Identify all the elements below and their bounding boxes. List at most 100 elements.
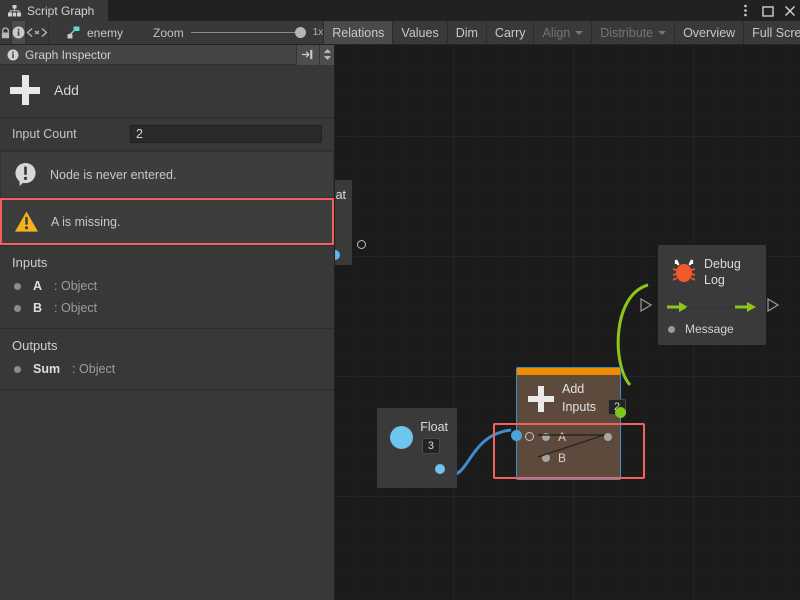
- flow-input-arrow-icon[interactable]: [667, 301, 689, 313]
- inspector-message-info-text: Node is never entered.: [50, 167, 177, 182]
- toolbar-button-relations[interactable]: Relations: [323, 21, 393, 44]
- graph-toolbar: enemy Zoom 1x Relations Values Dim Carry…: [0, 21, 800, 45]
- toolbar-button-align[interactable]: Align: [533, 21, 591, 44]
- dock-right-button[interactable]: [296, 44, 319, 65]
- script-graph-icon: [8, 4, 21, 16]
- info-icon: [12, 26, 25, 39]
- close-icon[interactable]: [783, 4, 796, 17]
- window-controls: [739, 0, 796, 21]
- inspector-input-b-name: B: [33, 301, 43, 315]
- hidden-node-output-port[interactable]: [330, 250, 340, 260]
- angle-brackets-icon: [26, 28, 48, 37]
- plus-icon: [10, 75, 40, 105]
- toolbar-button-relations-label: Relations: [332, 25, 385, 40]
- toolbar-button-overview[interactable]: Overview: [674, 21, 743, 44]
- float-value-icon: [390, 426, 413, 449]
- plus-icon: [528, 386, 554, 412]
- flow-output-connector-icon[interactable]: [767, 298, 779, 312]
- toolbar-button-values[interactable]: Values: [392, 21, 446, 44]
- input-count-field[interactable]: [130, 125, 322, 143]
- add-node-connected-output-sum[interactable]: [615, 407, 626, 418]
- add-node-connected-input-b[interactable]: [511, 430, 522, 441]
- float-node-output-port[interactable]: [435, 464, 445, 474]
- input-count-label: Input Count: [12, 127, 77, 141]
- toolbar-button-carry-label: Carry: [494, 25, 526, 40]
- toolbar-button-distribute[interactable]: Distribute: [591, 21, 674, 44]
- zoom-slider-knob[interactable]: [294, 27, 306, 38]
- inspector-message-warning-text: A is missing.: [51, 214, 121, 229]
- debug-node-flow-line: [686, 306, 740, 309]
- inspector-output-sum-name: Sum: [33, 362, 61, 376]
- dock-right-icon: [302, 49, 313, 60]
- chevron-down-icon: [658, 30, 667, 35]
- toolbar-button-full-screen-label: Full Screen: [752, 25, 800, 40]
- toolbar-button-full-screen[interactable]: Full Screen: [743, 21, 800, 44]
- warning-triangle-icon: [15, 211, 38, 232]
- graph-node-icon: [67, 26, 80, 39]
- graph-inspector-header: Graph Inspector: [0, 44, 334, 65]
- inspector-outputs-section: Outputs Sum : Object: [0, 329, 334, 390]
- info-icon: [7, 49, 19, 60]
- inspector-input-count-section: Input Count: [0, 118, 334, 151]
- bug-icon: [672, 259, 696, 282]
- debug-node-flow-row: [658, 299, 766, 317]
- debug-node-title-line1: Debug: [704, 257, 741, 271]
- debug-node-title-line2: Log: [704, 273, 725, 287]
- debug-node-message-label: Message: [685, 322, 734, 336]
- port-dot-icon: [14, 282, 21, 290]
- zoom-label: Zoom: [153, 25, 184, 40]
- zoom-value: 1x: [312, 27, 324, 38]
- code-view-button[interactable]: [26, 21, 49, 44]
- hidden-node-title: at: [335, 188, 346, 202]
- inspector-output-port-sum: Sum : Object: [0, 359, 334, 381]
- inspector-output-sum-type: : Object: [72, 362, 116, 376]
- tab-script-graph[interactable]: Script Graph: [0, 0, 109, 21]
- port-dot-icon: [14, 365, 21, 373]
- maximize-icon[interactable]: [761, 4, 774, 17]
- outputs-section-title: Outputs: [12, 338, 58, 353]
- inspector-messages-section: Node is never entered. A is missing.: [0, 151, 334, 246]
- lock-icon: [1, 26, 10, 38]
- inspector-message-info: Node is never entered.: [0, 151, 334, 198]
- inspector-input-a-type: : Object: [54, 279, 98, 293]
- add-node-header-bar: [517, 368, 620, 375]
- inspector-input-port-b: B : Object: [0, 298, 334, 320]
- toolbar-button-carry[interactable]: Carry: [485, 21, 534, 44]
- lock-toggle-button[interactable]: [0, 21, 12, 44]
- orphan-control-port[interactable]: [357, 240, 366, 249]
- info-bubble-icon: [15, 162, 36, 187]
- graph-node-debug-log[interactable]: Debug Log Message: [658, 245, 766, 345]
- flow-input-connector-icon[interactable]: [640, 298, 652, 312]
- graph-inspector-panel: Graph Inspector: [0, 44, 335, 600]
- inspector-input-a-name: A: [33, 279, 43, 293]
- window-titlebar: Script Graph: [0, 0, 800, 21]
- add-node-control-input-port[interactable]: [525, 432, 534, 441]
- toolbar-button-distribute-label: Distribute: [600, 25, 654, 40]
- add-node-inputs-label: Inputs: [562, 400, 597, 414]
- toolbar-button-overview-label: Overview: [683, 25, 736, 40]
- input-count-row: Input Count: [0, 118, 334, 150]
- toolbar-button-dim-label: Dim: [455, 25, 478, 40]
- graph-inspector-toggle-button[interactable]: [12, 21, 26, 44]
- port-dot-icon: [14, 304, 21, 312]
- inspector-node-title: Add: [54, 82, 79, 98]
- inspector-input-b-type: : Object: [54, 301, 98, 315]
- add-node-output-port-sum[interactable]: [604, 432, 612, 441]
- graph-inspector-title: Graph Inspector: [25, 47, 112, 62]
- up-down-stepper-button[interactable]: [319, 44, 334, 65]
- zoom-slider-track: [190, 32, 306, 33]
- kebab-menu-icon[interactable]: [739, 4, 752, 17]
- inspector-node-header: Add: [0, 65, 334, 117]
- flow-output-arrow-icon[interactable]: [735, 301, 757, 313]
- add-node-title: Add: [562, 382, 585, 396]
- graph-inspector-title-group: Graph Inspector: [0, 48, 111, 62]
- debug-node-message-port[interactable]: [668, 325, 675, 333]
- float-node-value[interactable]: 3: [421, 438, 440, 454]
- toolbar-button-align-label: Align: [542, 25, 571, 40]
- graph-node-float[interactable]: Float 3: [377, 408, 457, 488]
- breadcrumb[interactable]: enemy: [49, 21, 123, 44]
- toolbar-button-dim[interactable]: Dim: [446, 21, 486, 44]
- zoom-control: Zoom 1x: [153, 21, 323, 44]
- zoom-slider[interactable]: [190, 26, 306, 40]
